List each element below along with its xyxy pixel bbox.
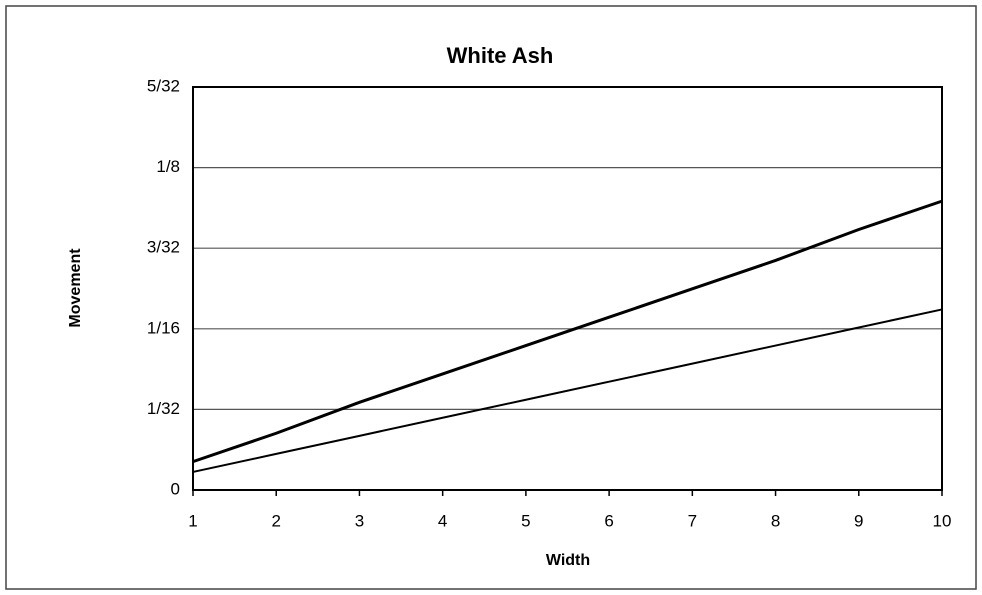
chart-title: White Ash [447, 43, 554, 68]
x-tick-label: 10 [933, 511, 952, 530]
x-tick-label: 8 [771, 511, 780, 530]
line-series [192, 199, 943, 464]
x-tick-label: 2 [271, 511, 280, 530]
x-tick-label: 1 [188, 511, 197, 530]
y-tick-label: 1/8 [156, 157, 180, 176]
x-tick-label: 4 [438, 511, 447, 530]
y-tick-label: 1/32 [147, 399, 180, 418]
chart-frame [5, 5, 977, 590]
line-series [192, 308, 943, 473]
y-tick-label: 1/16 [147, 318, 180, 337]
x-axis-label: Width [546, 552, 590, 569]
y-tick-label: 3/32 [147, 238, 180, 257]
plot-frame [192, 86, 943, 491]
y-tick-label: 0 [171, 479, 180, 498]
x-tick-label: 9 [854, 511, 863, 530]
y-tick-label: 5/32 [147, 76, 180, 95]
x-tick-label: 3 [355, 511, 364, 530]
x-tick-label: 6 [604, 511, 613, 530]
y-axis-label: Movement [67, 248, 84, 328]
x-tick-label: 7 [688, 511, 697, 530]
x-tick-label: 5 [521, 511, 530, 530]
